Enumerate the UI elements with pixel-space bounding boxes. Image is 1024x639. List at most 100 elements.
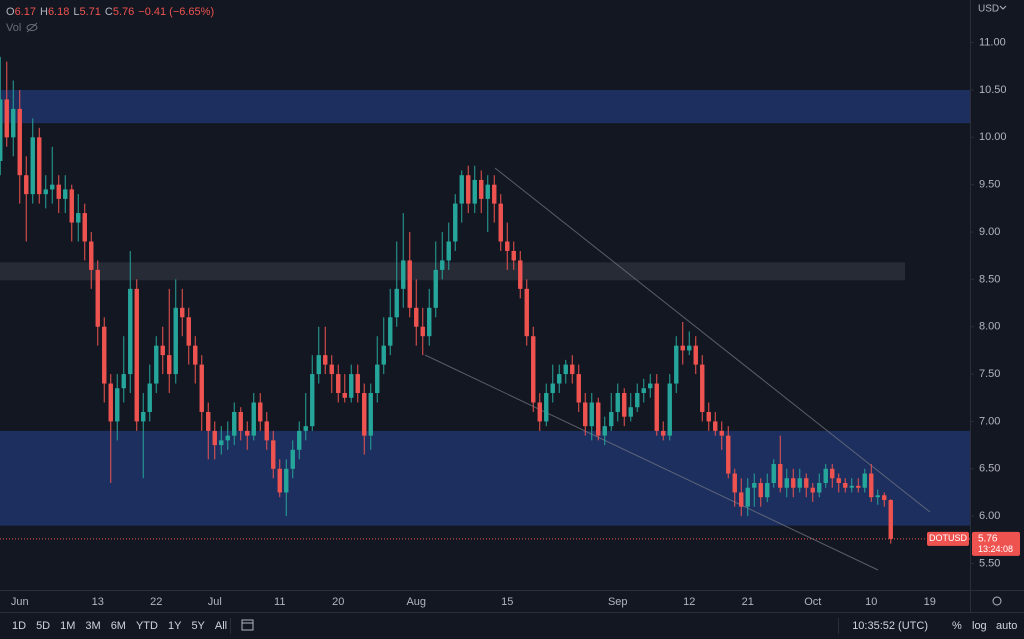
candle-body bbox=[76, 213, 81, 223]
candle-body bbox=[797, 478, 802, 488]
visibility-icon[interactable] bbox=[26, 22, 38, 33]
y-tick-label: 6.00 bbox=[979, 510, 1000, 522]
candle-body bbox=[518, 260, 523, 289]
candle-body bbox=[50, 184, 55, 190]
candle-body bbox=[498, 203, 503, 242]
candle-body bbox=[180, 307, 185, 318]
x-tick-label: 11 bbox=[274, 596, 285, 608]
candle-body bbox=[557, 374, 562, 384]
scale-button[interactable]: log bbox=[972, 620, 987, 632]
x-tick-label: Oct bbox=[804, 596, 821, 608]
timeframe-button[interactable]: 5D bbox=[36, 620, 50, 632]
price-zone bbox=[0, 262, 905, 281]
settings-icon[interactable] bbox=[992, 596, 1002, 606]
date-range-icon[interactable] bbox=[241, 619, 254, 631]
candle-body bbox=[570, 364, 575, 375]
timeframe-button[interactable]: 1Y bbox=[168, 620, 182, 632]
trend-line bbox=[424, 354, 879, 571]
candle-body bbox=[63, 189, 68, 199]
candle-body bbox=[745, 487, 750, 507]
y-tick-label: 10.50 bbox=[979, 84, 1007, 96]
x-tick-label: 12 bbox=[683, 596, 695, 608]
candle-body bbox=[0, 99, 3, 161]
candle-body bbox=[479, 179, 484, 199]
candle-body bbox=[817, 482, 822, 493]
candle-body bbox=[687, 345, 692, 351]
candle-body bbox=[160, 345, 165, 356]
candle-body bbox=[823, 468, 828, 483]
candle-body bbox=[843, 482, 848, 488]
candle-body bbox=[258, 402, 263, 422]
legend-change: −0.41 (−6.65%) bbox=[138, 6, 214, 18]
currency-caret bbox=[999, 5, 1007, 10]
candle-body bbox=[297, 430, 302, 450]
candle-body bbox=[719, 430, 724, 436]
candle-body bbox=[784, 478, 789, 488]
candle-body bbox=[622, 393, 627, 417]
candle-body bbox=[882, 495, 887, 501]
candle-body bbox=[193, 345, 198, 365]
candle-body bbox=[329, 364, 334, 375]
y-tick-label: 7.50 bbox=[979, 368, 1000, 380]
x-tick-label: 22 bbox=[150, 596, 162, 608]
y-tick-label: 9.50 bbox=[979, 179, 1000, 191]
legend-key: H bbox=[40, 6, 48, 18]
candle-body bbox=[511, 250, 516, 261]
candle-body bbox=[4, 99, 9, 138]
candle-body bbox=[596, 402, 601, 436]
x-tick-label: Aug bbox=[406, 596, 426, 608]
price-tag-label: 5.76 bbox=[978, 534, 998, 545]
y-tick-label: 6.50 bbox=[979, 463, 1000, 475]
candle-body bbox=[310, 374, 315, 427]
scale-button[interactable]: % bbox=[952, 620, 962, 632]
candle-body bbox=[232, 411, 237, 436]
candle-body bbox=[264, 421, 269, 441]
candle-body bbox=[765, 482, 770, 498]
candle-body bbox=[401, 260, 406, 289]
ohlc-legend: O6.17 H6.18 L5.71 C5.76 −0.41 (−6.65%) bbox=[6, 6, 214, 18]
candle-body bbox=[128, 288, 133, 375]
candle-body bbox=[368, 393, 373, 436]
scale-button[interactable]: auto bbox=[996, 620, 1017, 632]
y-tick-label: 9.00 bbox=[979, 226, 1000, 238]
candle-body bbox=[791, 478, 796, 488]
timeframe-button[interactable]: YTD bbox=[136, 620, 158, 632]
candle-body bbox=[589, 402, 594, 427]
candle-body bbox=[284, 468, 289, 493]
timeframe-button[interactable]: 6M bbox=[111, 620, 126, 632]
x-tick-label: 13 bbox=[92, 596, 104, 608]
y-tick-label: 10.00 bbox=[979, 131, 1007, 143]
candle-body bbox=[355, 374, 360, 394]
candle-body bbox=[186, 317, 191, 346]
timeframe-button[interactable]: 3M bbox=[85, 620, 100, 632]
candle-body bbox=[375, 364, 380, 394]
candle-body bbox=[609, 411, 614, 427]
timeframe-button[interactable]: 1M bbox=[60, 620, 75, 632]
candle-body bbox=[810, 487, 815, 493]
timeframe-button[interactable]: All bbox=[215, 620, 227, 632]
timeframe-button[interactable]: 1D bbox=[12, 620, 26, 632]
candle-body bbox=[628, 407, 633, 417]
volume-label: Vol bbox=[6, 22, 21, 34]
candle-body bbox=[804, 478, 809, 488]
y-tick-label: 5.50 bbox=[979, 557, 1000, 569]
x-tick-label: 10 bbox=[865, 596, 877, 608]
candle-body bbox=[134, 288, 139, 422]
candle-body bbox=[654, 383, 659, 431]
candle-body bbox=[303, 426, 308, 431]
currency-label[interactable]: USD bbox=[978, 4, 999, 15]
candle-body bbox=[550, 383, 555, 394]
countdown-label: 13:24:08 bbox=[978, 544, 1013, 554]
axes: 5.50 6.00 6.50 7.00 7.50 8.00 8.50 9.00 9.50 10.0… bbox=[0, 37, 1020, 608]
timeframe-button[interactable]: 5Y bbox=[191, 620, 205, 632]
candle-body bbox=[758, 482, 763, 498]
candle-body bbox=[446, 241, 451, 261]
candle-body bbox=[420, 326, 425, 337]
candle-body bbox=[349, 374, 354, 398]
toolbar-separator bbox=[230, 618, 839, 634]
candle-body bbox=[459, 175, 464, 204]
y-tick-label: 8.00 bbox=[979, 321, 1000, 333]
symbol-tag bbox=[927, 531, 969, 546]
candle-body bbox=[635, 393, 640, 408]
